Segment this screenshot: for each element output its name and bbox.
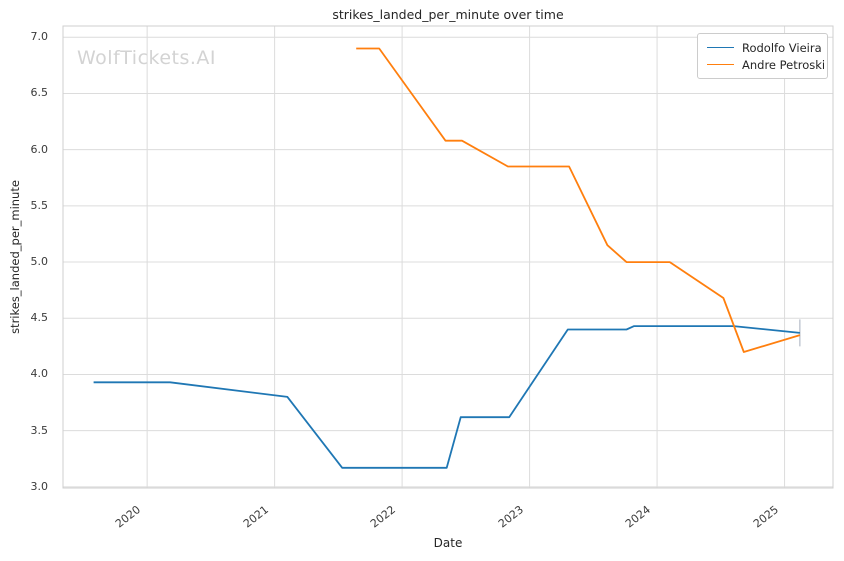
series-line-andre-petroski — [356, 47, 801, 353]
x-axis-label: Date — [433, 536, 463, 550]
legend-label: Andre Petroski — [742, 57, 826, 72]
y-tick-label: 3.5 — [30, 423, 49, 437]
legend: Rodolfo Vieira Andre Petroski — [697, 33, 828, 79]
legend-label: Rodolfo Vieira — [742, 40, 822, 55]
chart-title: strikes_landed_per_minute over time — [332, 7, 564, 22]
legend-item: Rodolfo Vieira — [707, 39, 822, 56]
y-tick-label: 5.0 — [30, 255, 49, 269]
series-line-rodolfo-vieira — [93, 325, 800, 469]
y-tick-label: 4.5 — [30, 311, 49, 325]
y-tick-label: 5.5 — [30, 198, 49, 212]
y-tick-label: 6.0 — [30, 142, 49, 156]
legend-line-icon — [707, 64, 734, 65]
y-tick-label: 7.0 — [30, 30, 49, 44]
y-axis-label: strikes_landed_per_minute — [8, 180, 22, 334]
y-tick-label: 4.0 — [30, 367, 49, 381]
y-tick-label: 3.0 — [30, 479, 49, 493]
legend-item: Andre Petroski — [707, 56, 825, 73]
watermark: WolfTickets.AI — [77, 47, 217, 69]
y-tick-label: 6.5 — [30, 86, 49, 100]
plot-border — [62, 25, 834, 489]
legend-line-icon — [707, 47, 734, 48]
